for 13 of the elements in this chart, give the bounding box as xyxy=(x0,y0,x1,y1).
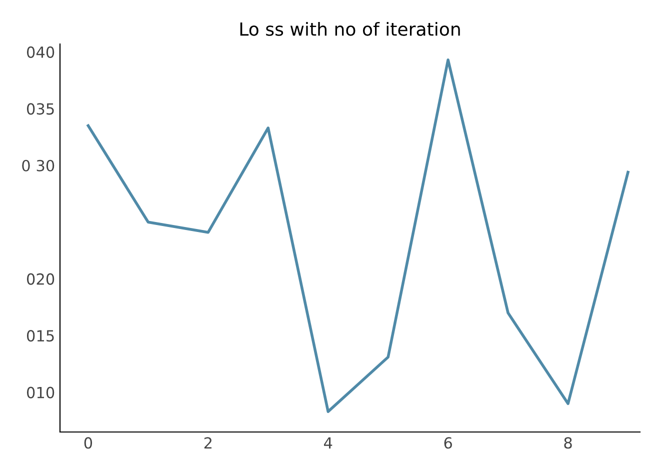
y-tick-label: 035 xyxy=(26,103,54,115)
y-tick-label: 0 30 xyxy=(22,160,54,172)
y-tick-label: 010 xyxy=(26,386,54,398)
x-tick-label: 4 xyxy=(324,437,332,448)
x-tick-label: 2 xyxy=(204,437,212,448)
x-tick-label: 8 xyxy=(564,437,572,449)
chart-title: Lo ss with no of iteration xyxy=(240,22,460,36)
line-series xyxy=(86,58,630,413)
y-tick-label: 015 xyxy=(26,330,54,342)
x-tick-label: 6 xyxy=(444,437,452,449)
y-tick-label: 040 xyxy=(26,46,54,58)
x-tick-label: 0 xyxy=(84,437,92,449)
y-tick-label: 020 xyxy=(26,273,54,285)
